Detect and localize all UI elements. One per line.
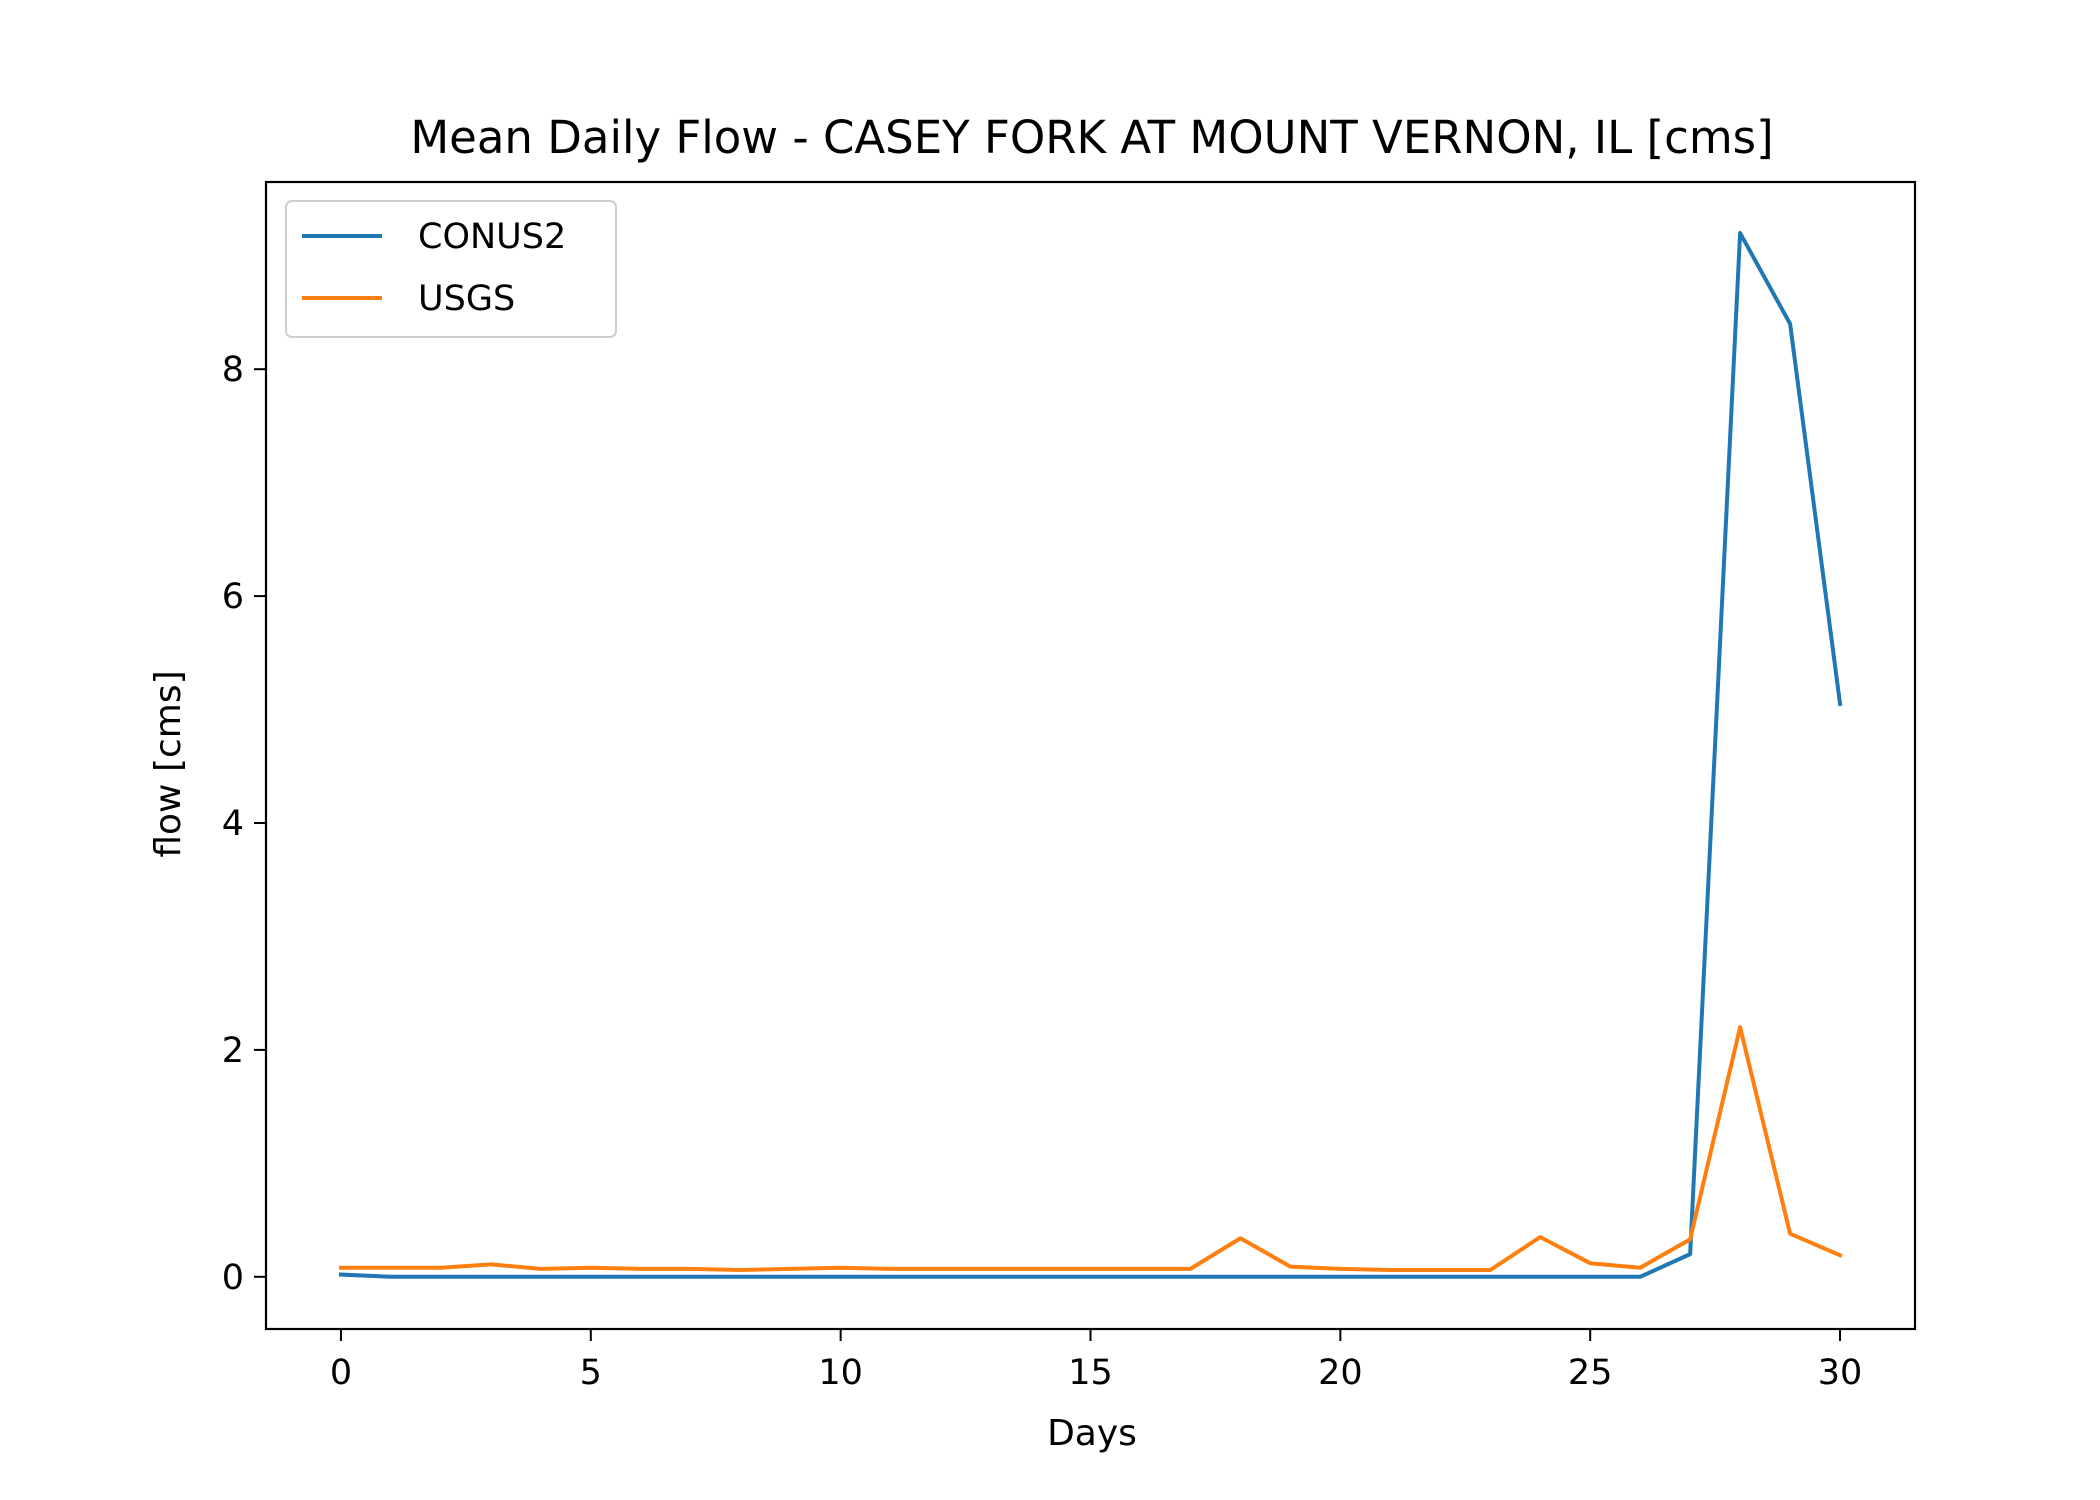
x-tick-label: 5 — [580, 1353, 602, 1393]
legend-label-conus2: CONUS2 — [418, 217, 566, 257]
x-tick-label: 25 — [1568, 1353, 1613, 1393]
y-tick-label: 4 — [222, 804, 244, 844]
series-line-usgs — [338, 1025, 1843, 1272]
x-tick-label: 20 — [1318, 1353, 1363, 1393]
x-tick-label: 10 — [818, 1353, 863, 1393]
y-tick-label: 0 — [222, 1258, 244, 1298]
y-tick-label: 6 — [222, 577, 244, 617]
x-tick-label: 30 — [1818, 1353, 1863, 1393]
x-axis-label: Days — [1047, 1413, 1137, 1454]
y-axis-label: flow [cms] — [148, 670, 189, 857]
x-tick-label: 0 — [330, 1353, 352, 1393]
plot-area: 0 5 10 15 20 25 30 0 2 4 6 8 CONUS2 USGS — [222, 180, 1917, 1393]
x-tick-label: 15 — [1068, 1353, 1113, 1393]
series-line-conus2 — [338, 231, 1843, 1279]
y-tick-label: 8 — [222, 350, 244, 390]
legend-label-usgs: USGS — [418, 279, 515, 319]
y-tick-label: 2 — [222, 1031, 244, 1071]
chart-title: Mean Daily Flow - CASEY FORK AT MOUNT VE… — [410, 111, 1773, 164]
axes-frame — [264, 180, 1917, 1331]
